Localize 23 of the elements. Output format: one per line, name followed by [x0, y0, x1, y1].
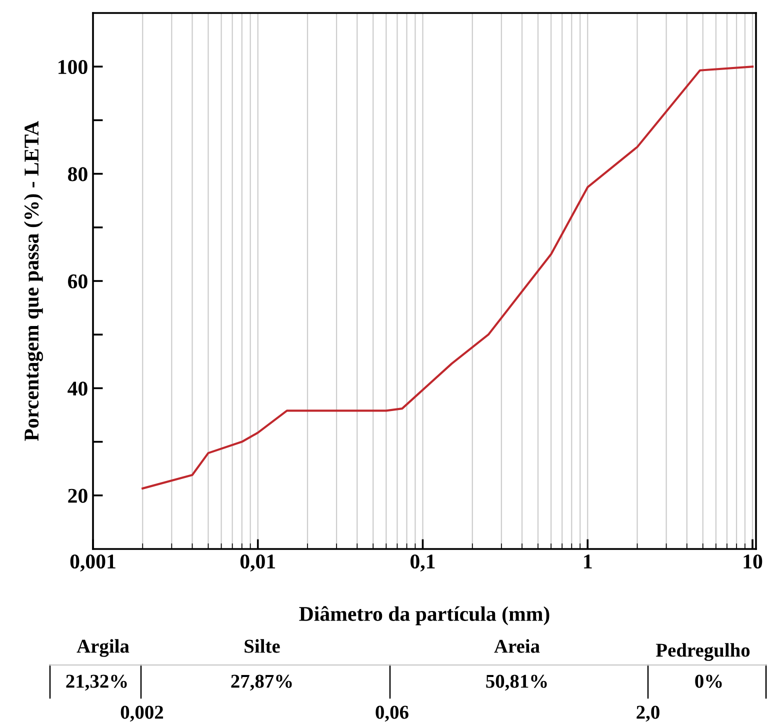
text: Pedregulho	[656, 643, 750, 661]
text: 27,87%	[231, 674, 292, 691]
y-tick-label: 40	[68, 382, 88, 396]
text: 50,81%	[486, 674, 547, 691]
y-axis-title: Porcentagem que passa (%) - LETA	[24, 120, 43, 441]
text: Areia	[494, 639, 540, 653]
x-tick-label: 0,001	[70, 554, 116, 572]
x-axis-title: Diâmetro da partícula (mm)	[299, 606, 550, 626]
y-tick-label: 60	[68, 274, 88, 288]
x-tick-label: 0,01	[240, 554, 276, 572]
text: Argila	[76, 639, 130, 657]
y-tick-label: 100	[58, 60, 88, 74]
y-tick-label: 20	[68, 488, 88, 503]
text: 0,06	[376, 706, 408, 722]
text: 0%	[695, 674, 722, 688]
text: 21,32%	[66, 674, 127, 691]
x-tick-label: 10	[744, 554, 762, 569]
x-tick-label: 0,1	[410, 554, 435, 572]
text: 2,0	[636, 706, 660, 722]
x-tick-label: 1	[584, 554, 592, 568]
y-tick-label: 80	[68, 167, 88, 182]
text: Silte	[244, 639, 280, 653]
text: 0,002	[120, 706, 164, 722]
